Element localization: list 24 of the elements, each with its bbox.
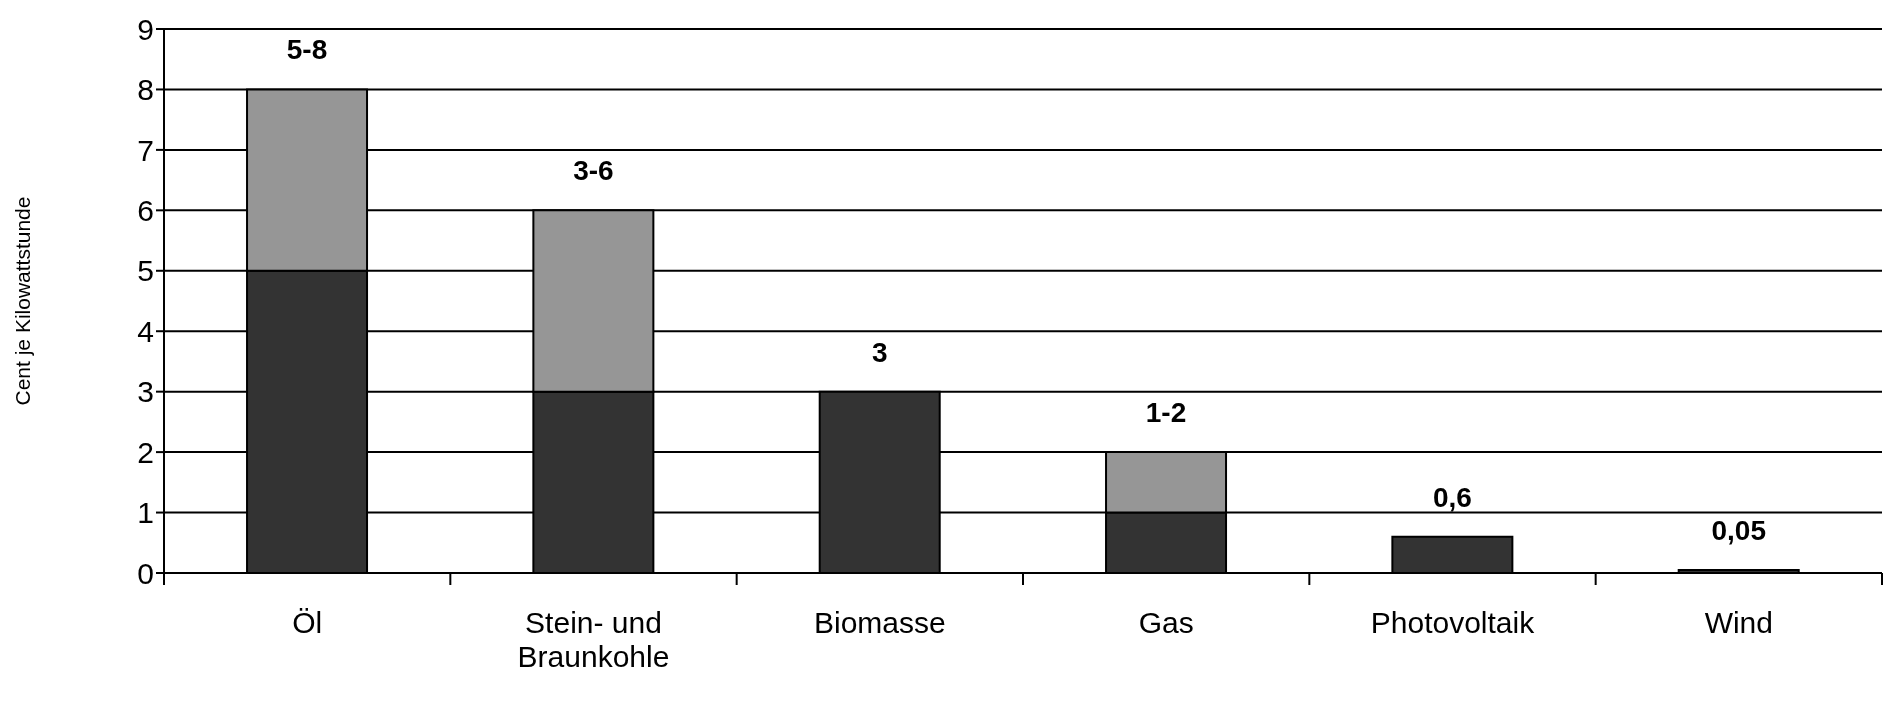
y-tick-label: 0	[137, 556, 154, 590]
y-tick-label: 9	[137, 12, 154, 46]
y-tick-label: 3	[137, 375, 154, 409]
total-label: 1-2	[1145, 397, 1187, 429]
x-tick-label: Biomasse	[813, 606, 946, 639]
x-tick-label: Photovoltaik	[1370, 606, 1536, 639]
total-label: 0,05	[1711, 514, 1766, 546]
y-axis-title: Cent je Kilowattstunde	[11, 196, 35, 406]
x-tick-label: Öl	[292, 606, 323, 639]
total-label: 0,6	[1432, 481, 1472, 513]
bar	[1391, 535, 1514, 573]
y-tick-label: 8	[137, 73, 154, 107]
x-tick-label: Wind	[1704, 606, 1774, 639]
y-tick-label: 6	[137, 193, 154, 227]
total-label: 5-8	[286, 34, 328, 66]
x-tick-label: Gas	[1138, 606, 1194, 639]
y-tick-label: 1	[137, 496, 154, 530]
total-label: 3	[871, 336, 888, 368]
y-tick-label: 2	[137, 435, 154, 469]
y-tick-label: 4	[137, 314, 154, 348]
total-label: 3-6	[573, 155, 614, 187]
y-tick-label: 5	[137, 254, 154, 288]
y-tick-label: 7	[137, 133, 154, 167]
x-tick-label: Stein- und Braunkohle	[517, 606, 670, 673]
